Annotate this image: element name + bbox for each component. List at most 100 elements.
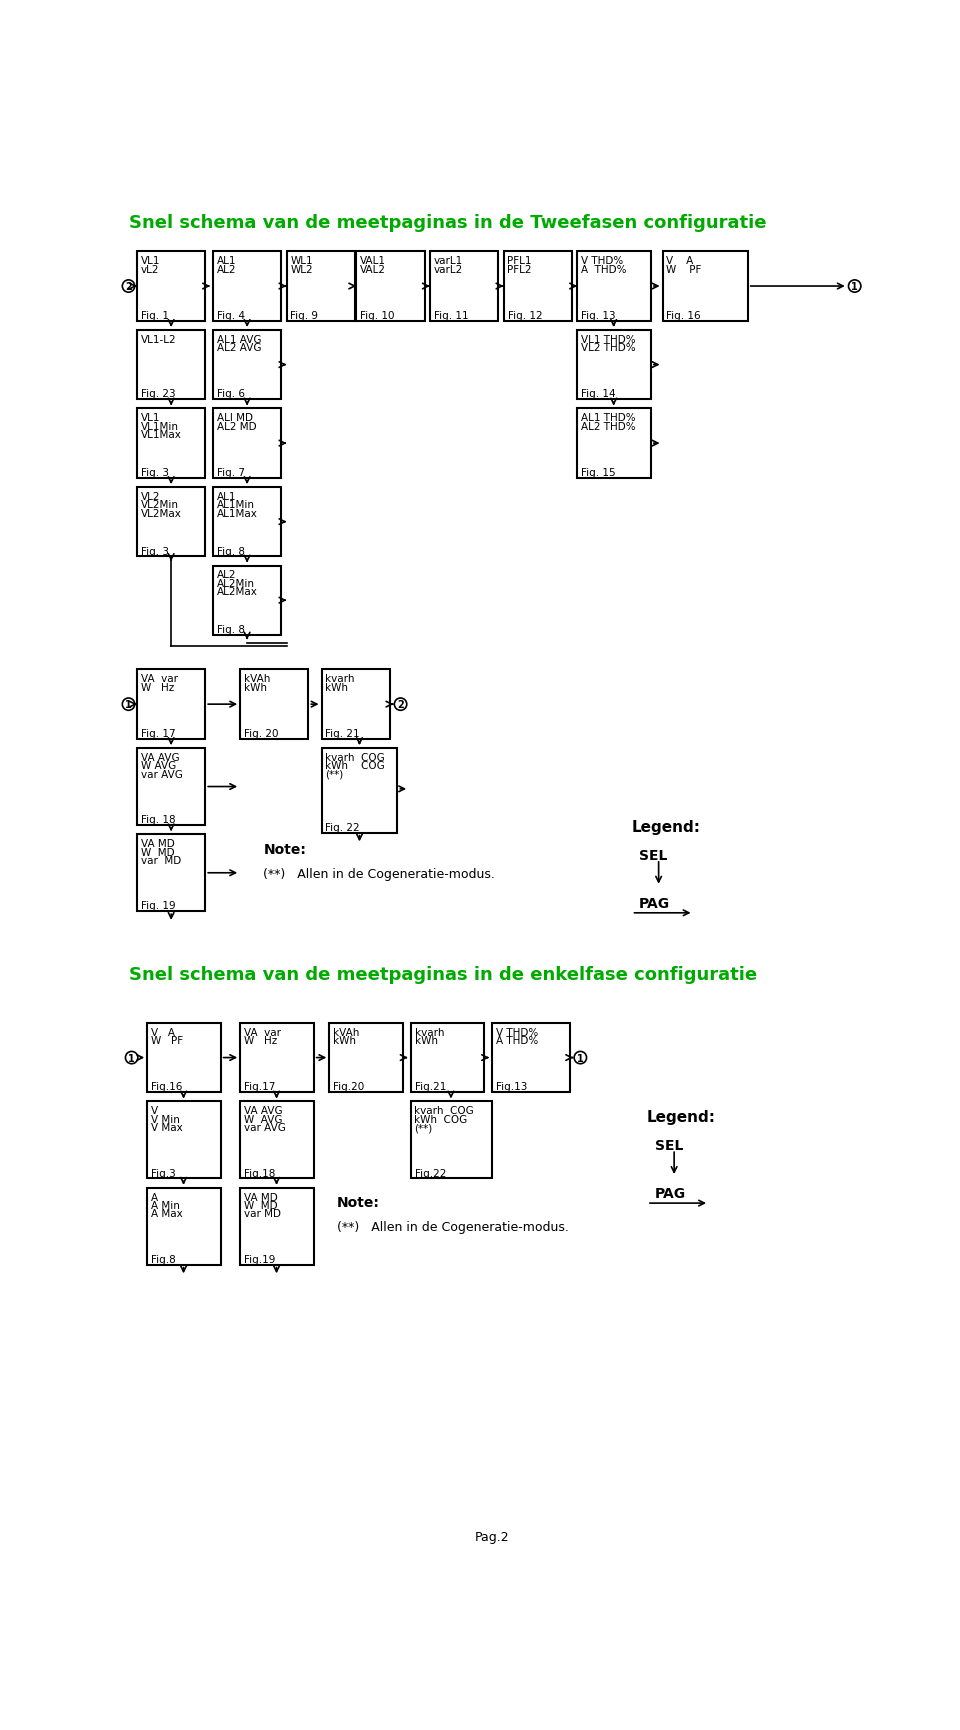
Text: A: A xyxy=(151,1192,158,1202)
Text: VL2Max: VL2Max xyxy=(141,509,181,519)
Text: Fig.22: Fig.22 xyxy=(415,1168,445,1178)
Text: ALI MD: ALI MD xyxy=(217,413,252,424)
Text: Fig.13: Fig.13 xyxy=(496,1081,527,1092)
Text: VA MD: VA MD xyxy=(244,1192,277,1202)
Bar xyxy=(137,410,205,479)
Bar xyxy=(213,410,281,479)
Text: AL1: AL1 xyxy=(217,491,236,502)
Text: vL2: vL2 xyxy=(141,265,159,275)
Text: AL1Min: AL1Min xyxy=(217,500,254,510)
Bar xyxy=(137,749,205,825)
Text: 1: 1 xyxy=(125,699,132,709)
Bar xyxy=(137,253,205,322)
Text: AL2 MD: AL2 MD xyxy=(217,422,256,431)
Text: W   PF: W PF xyxy=(151,1036,183,1045)
Text: kvarh  COG: kvarh COG xyxy=(415,1105,474,1116)
Text: (**)   Allen in de Cogeneratie-modus.: (**) Allen in de Cogeneratie-modus. xyxy=(337,1220,569,1233)
Bar xyxy=(147,1189,221,1265)
Text: kWh: kWh xyxy=(333,1036,356,1045)
Bar xyxy=(322,749,397,834)
Text: V Max: V Max xyxy=(151,1123,182,1133)
Text: var  MD: var MD xyxy=(141,856,181,865)
Text: Snel schema van de meetpaginas in de Tweefasen configuratie: Snel schema van de meetpaginas in de Twe… xyxy=(130,215,767,232)
Text: VAL1: VAL1 xyxy=(360,256,386,266)
Text: var AVG: var AVG xyxy=(141,770,182,780)
Text: PAG: PAG xyxy=(655,1187,685,1201)
Text: Fig. 17: Fig. 17 xyxy=(141,728,176,739)
Text: VL2 THD%: VL2 THD% xyxy=(581,343,636,353)
Text: Fig.17: Fig.17 xyxy=(244,1081,276,1092)
Text: VA  var: VA var xyxy=(141,675,178,683)
Text: VL1: VL1 xyxy=(141,413,160,424)
Text: V Min: V Min xyxy=(151,1114,180,1125)
Text: VL1: VL1 xyxy=(141,256,160,266)
Text: V THD%: V THD% xyxy=(496,1028,539,1038)
Bar xyxy=(329,1024,403,1093)
Text: 2: 2 xyxy=(397,699,404,709)
Text: PFL2: PFL2 xyxy=(508,265,532,275)
Bar xyxy=(411,1102,492,1178)
Text: Fig.18: Fig.18 xyxy=(244,1168,276,1178)
Text: SEL: SEL xyxy=(639,849,667,863)
Text: Fig.3: Fig.3 xyxy=(151,1168,176,1178)
Text: AL1Max: AL1Max xyxy=(217,509,257,519)
Text: W   Hz: W Hz xyxy=(244,1036,277,1045)
Text: PAG: PAG xyxy=(639,896,670,910)
Text: (**): (**) xyxy=(415,1123,433,1133)
Text: var AVG: var AVG xyxy=(244,1123,286,1133)
Text: VL1 THD%: VL1 THD% xyxy=(581,334,636,344)
Text: kWh: kWh xyxy=(415,1036,438,1045)
Bar xyxy=(356,253,424,322)
Text: kWh    COG: kWh COG xyxy=(325,761,385,772)
Text: kWh  COG: kWh COG xyxy=(415,1114,468,1125)
Text: (**)   Allen in de Cogeneratie-modus.: (**) Allen in de Cogeneratie-modus. xyxy=(263,867,495,881)
Text: VA AVG: VA AVG xyxy=(244,1105,282,1116)
Text: AL2 THD%: AL2 THD% xyxy=(581,422,636,431)
Text: kvarh: kvarh xyxy=(325,675,355,683)
Bar xyxy=(492,1024,569,1093)
Text: W    PF: W PF xyxy=(666,265,702,275)
Text: VAL2: VAL2 xyxy=(360,265,386,275)
Bar xyxy=(240,670,308,739)
Text: AL1 THD%: AL1 THD% xyxy=(581,413,636,424)
Text: AL1 AVG: AL1 AVG xyxy=(217,334,261,344)
Text: PFL1: PFL1 xyxy=(508,256,532,266)
Text: Fig. 19: Fig. 19 xyxy=(141,901,176,912)
Bar xyxy=(240,1024,314,1093)
Text: W AVG: W AVG xyxy=(141,761,177,772)
Text: VA MD: VA MD xyxy=(141,839,175,849)
Text: varL2: varL2 xyxy=(434,265,463,275)
Text: AL2: AL2 xyxy=(217,265,236,275)
Text: Fig. 8: Fig. 8 xyxy=(217,547,245,557)
Text: V    A: V A xyxy=(666,256,694,266)
Bar xyxy=(430,253,498,322)
Bar xyxy=(147,1102,221,1178)
Text: Fig.19: Fig.19 xyxy=(244,1254,276,1265)
Text: W  MD: W MD xyxy=(141,848,175,856)
Text: kWh: kWh xyxy=(325,682,348,692)
Bar xyxy=(240,1189,314,1265)
Text: Fig. 7: Fig. 7 xyxy=(217,467,245,477)
Text: WL2: WL2 xyxy=(291,265,313,275)
Text: Pag.2: Pag.2 xyxy=(474,1529,510,1543)
Text: Fig. 21: Fig. 21 xyxy=(325,728,360,739)
Text: Fig. 9: Fig. 9 xyxy=(291,311,319,320)
Text: A THD%: A THD% xyxy=(496,1036,539,1045)
Text: Fig.21: Fig.21 xyxy=(415,1081,445,1092)
Text: Fig. 6: Fig. 6 xyxy=(217,389,245,400)
Text: Fig. 23: Fig. 23 xyxy=(141,389,176,400)
Text: AL1: AL1 xyxy=(217,256,236,266)
Text: V   A: V A xyxy=(151,1028,175,1038)
Bar xyxy=(577,253,651,322)
Text: V THD%: V THD% xyxy=(581,256,623,266)
Text: Fig. 20: Fig. 20 xyxy=(244,728,278,739)
Text: Fig. 18: Fig. 18 xyxy=(141,815,176,825)
Text: VL2: VL2 xyxy=(141,491,160,502)
Text: VA AVG: VA AVG xyxy=(141,753,180,763)
Text: WL1: WL1 xyxy=(291,256,313,266)
Text: VL1Min: VL1Min xyxy=(141,422,179,431)
Text: (**): (**) xyxy=(325,770,344,780)
Bar xyxy=(240,1102,314,1178)
Text: varL1: varL1 xyxy=(434,256,463,266)
Text: Fig. 3: Fig. 3 xyxy=(141,547,169,557)
